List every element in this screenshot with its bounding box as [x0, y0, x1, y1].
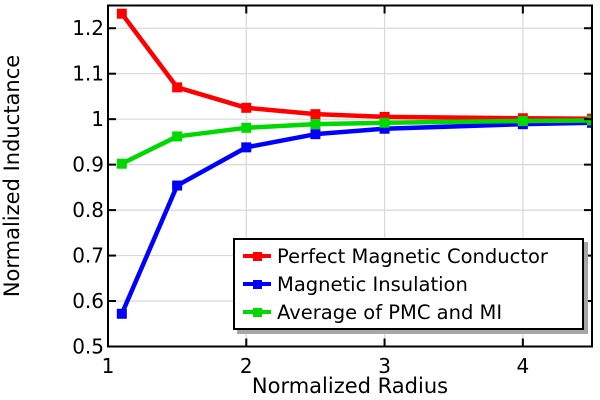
data-point-marker	[172, 180, 183, 191]
series-group	[116, 8, 592, 319]
y-tick-label: 0.8	[72, 198, 104, 222]
x-tick-label: 1	[102, 354, 115, 378]
data-point-marker	[241, 122, 252, 133]
data-point-marker	[116, 8, 127, 19]
y-axis-label: Normalized Inductance	[0, 55, 24, 297]
plot-border	[107, 4, 593, 348]
data-point-marker	[172, 131, 183, 142]
data-point-marker	[379, 117, 390, 128]
legend-item-pmc: Perfect Magnetic Conductor	[243, 242, 576, 270]
legend-line-marker-pmc	[243, 251, 271, 262]
legend-square-marker-icon	[252, 307, 262, 317]
legend-label-avg: Average of PMC and MI	[277, 300, 503, 324]
y-tick-label: 1	[91, 107, 104, 131]
legend-label-pmc: Perfect Magnetic Conductor	[277, 244, 548, 268]
data-point-marker	[310, 109, 321, 120]
data-point-marker	[517, 115, 528, 126]
legend-item-mi: Magnetic Insulation	[243, 270, 576, 298]
x-tick-label: 2	[240, 354, 253, 378]
legend-line-marker-avg	[243, 307, 271, 318]
data-point-marker	[379, 123, 390, 134]
data-point-marker	[587, 115, 592, 126]
x-axis-label: Normalized Radius	[252, 374, 448, 398]
x-tick-label: 4	[516, 354, 529, 378]
data-point-marker	[241, 102, 252, 113]
data-point-marker	[241, 142, 252, 153]
legend-item-avg: Average of PMC and MI	[243, 298, 576, 326]
y-tick-label: 0.5	[72, 335, 104, 359]
legend-label-mi: Magnetic Insulation	[277, 272, 468, 296]
data-point-marker	[172, 82, 183, 93]
data-point-marker	[310, 119, 321, 130]
legend-square-marker-icon	[252, 279, 262, 289]
y-tick-label: 0.7	[72, 244, 104, 268]
data-point-marker	[310, 129, 321, 140]
legend: Perfect Magnetic Conductor Magnetic Insu…	[233, 238, 584, 330]
data-point-marker	[116, 158, 127, 169]
series-line-0	[120, 12, 592, 121]
legend-line-marker-mi	[243, 279, 271, 290]
data-point-marker	[116, 308, 127, 319]
legend-square-marker-icon	[252, 251, 262, 261]
y-tick-label: 0.9	[72, 153, 104, 177]
y-tick-label: 1.1	[72, 62, 104, 86]
y-tick-label: 1.2	[72, 16, 104, 40]
data-point-marker	[379, 111, 390, 122]
x-tick-label: 3	[378, 354, 391, 378]
y-tick-label: 0.6	[72, 289, 104, 313]
